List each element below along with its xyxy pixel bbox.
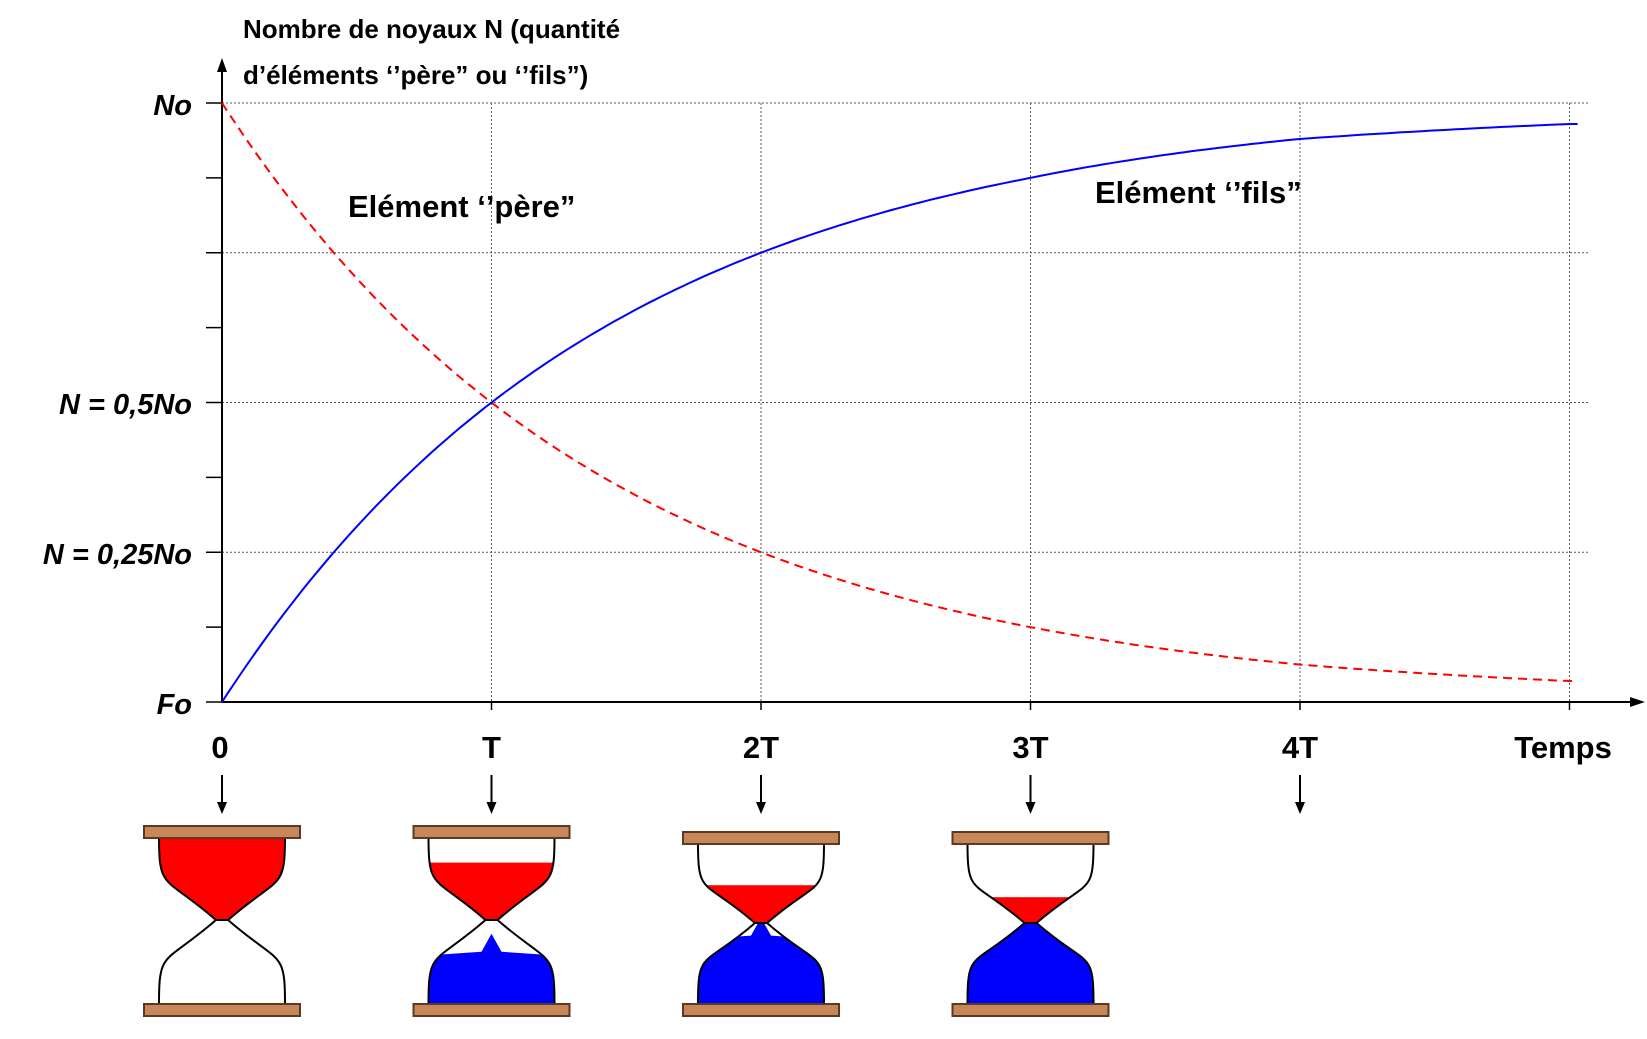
parent-series-label: Elément ‘’père”	[348, 189, 575, 224]
parent-sand	[159, 836, 285, 920]
daughter-sand	[428, 933, 555, 1004]
hourglass-0	[143, 825, 301, 1017]
hourglass-top-plank	[143, 825, 301, 839]
x-label-2: 2T	[743, 730, 779, 765]
hourglass-top-plank	[951, 831, 1110, 845]
hourglass-2	[682, 831, 840, 1017]
hourglass-3	[951, 831, 1110, 1017]
chart-title-line1: Nombre de noyaux N (quantité	[243, 14, 620, 44]
grid	[222, 102, 1590, 702]
chart-title-line2: d’éléments ‘’père” ou ‘’fils”)	[243, 60, 588, 90]
hourglass-bottom-plank	[682, 1003, 840, 1017]
hourglass-bottom-plank	[143, 1003, 301, 1017]
hourglass-top-plank	[682, 831, 840, 845]
x-label-3: 3T	[1012, 730, 1048, 765]
x-label-5: Temps	[1514, 730, 1612, 765]
y-label-origin: Fo	[157, 689, 192, 721]
arrow-head-0	[217, 802, 227, 814]
hourglass-top-plank	[412, 825, 571, 839]
x-label-0: 0	[211, 730, 228, 765]
y-label-half: N = 0,5No	[59, 389, 192, 421]
hourglass-bottom-bulb	[159, 920, 285, 1004]
parent-sand	[428, 862, 555, 920]
arrow-head-3	[1025, 802, 1036, 814]
arrow-head-1	[486, 802, 497, 814]
time-arrows	[217, 775, 1305, 814]
x-axis-arrowhead	[1630, 697, 1645, 707]
x-label-4: 4T	[1282, 730, 1318, 765]
arrow-head-4	[1295, 802, 1305, 814]
axes	[217, 58, 1645, 707]
y-label-quarter: N = 0,25No	[43, 539, 192, 571]
hourglasses	[143, 825, 1110, 1017]
parent-sand	[967, 897, 1094, 923]
daughter-series-line	[221, 123, 1578, 703]
hourglass-1	[412, 825, 571, 1017]
parent-series-line	[221, 102, 1578, 682]
y-label-no: No	[153, 90, 192, 122]
daughter-sand	[698, 923, 824, 1004]
daughter-series-label: Elément ‘’fils”	[1095, 175, 1302, 210]
y-axis-arrowhead	[217, 58, 227, 72]
hourglass-bottom-plank	[951, 1003, 1110, 1017]
y-ticks	[206, 102, 1571, 710]
x-tick-labels: 0 T 2T 3T 4T Temps	[211, 730, 1611, 765]
arrow-head-2	[756, 802, 766, 814]
hourglass-bottom-plank	[412, 1003, 571, 1017]
x-label-1: T	[482, 730, 501, 765]
